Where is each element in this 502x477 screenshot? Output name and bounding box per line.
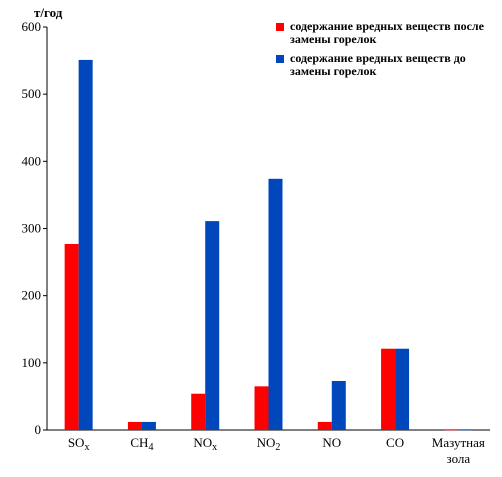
x-tick-label-main: SO — [68, 435, 85, 450]
legend-label-after: содержание вредных веществ после замены … — [290, 19, 484, 46]
x-tick-label: SOx — [68, 435, 90, 453]
x-tick-label-main: Мазутная — [432, 435, 485, 450]
y-tick-label: 0 — [35, 422, 42, 437]
y-tick-label: 600 — [22, 19, 42, 34]
x-tick-label-line2: зола — [447, 451, 471, 466]
bar-before-2 — [205, 221, 220, 430]
legend-item-before: содержание вредных веществ до замены гор… — [276, 52, 486, 78]
legend: содержание вредных веществ после замены … — [276, 20, 486, 84]
y-tick-label: 300 — [22, 221, 42, 236]
bar-after-3 — [254, 386, 269, 430]
x-tick-label: NO — [322, 435, 341, 450]
x-tick-label-main: CO — [386, 435, 404, 450]
x-tick-label-main: NO — [193, 435, 212, 450]
bar-before-3 — [268, 178, 283, 430]
x-tick-label-main: NO — [257, 435, 276, 450]
legend-label-before: содержание вредных веществ до замены гор… — [290, 51, 466, 78]
bar-before-0 — [78, 59, 93, 430]
bar-after-4 — [317, 421, 332, 430]
bar-after-6 — [444, 429, 459, 431]
x-tick-label: NOx — [193, 435, 217, 453]
bar-after-1 — [127, 421, 142, 430]
y-tick-label: 200 — [22, 288, 42, 303]
x-tick-label: Мазутная — [432, 435, 485, 450]
x-tick-label: NO2 — [257, 435, 281, 453]
bar-before-5 — [395, 348, 410, 430]
bar-after-2 — [191, 393, 206, 430]
x-tick-label: CH4 — [130, 435, 153, 453]
y-tick-label: 100 — [22, 355, 42, 370]
bar-before-6 — [458, 429, 473, 431]
x-tick-label: CO — [386, 435, 404, 450]
bar-after-0 — [64, 243, 79, 430]
x-tick-label-main: NO — [322, 435, 341, 450]
legend-item-after: содержание вредных веществ после замены … — [276, 20, 486, 46]
x-tick-label-sub: 4 — [148, 442, 153, 453]
bar-before-4 — [331, 380, 346, 430]
y-axis-unit: т/год — [34, 5, 63, 20]
bar-before-1 — [141, 421, 156, 430]
x-tick-label-main: CH — [130, 435, 148, 450]
legend-swatch-before — [276, 55, 284, 63]
y-tick-label: 500 — [22, 86, 42, 101]
x-tick-label-sub: 2 — [275, 442, 280, 453]
legend-swatch-after — [276, 23, 284, 31]
x-tick-label-sub: x — [84, 442, 89, 453]
bar-after-5 — [381, 348, 396, 430]
x-tick-label-sub: x — [212, 442, 217, 453]
y-tick-label: 400 — [22, 153, 42, 168]
